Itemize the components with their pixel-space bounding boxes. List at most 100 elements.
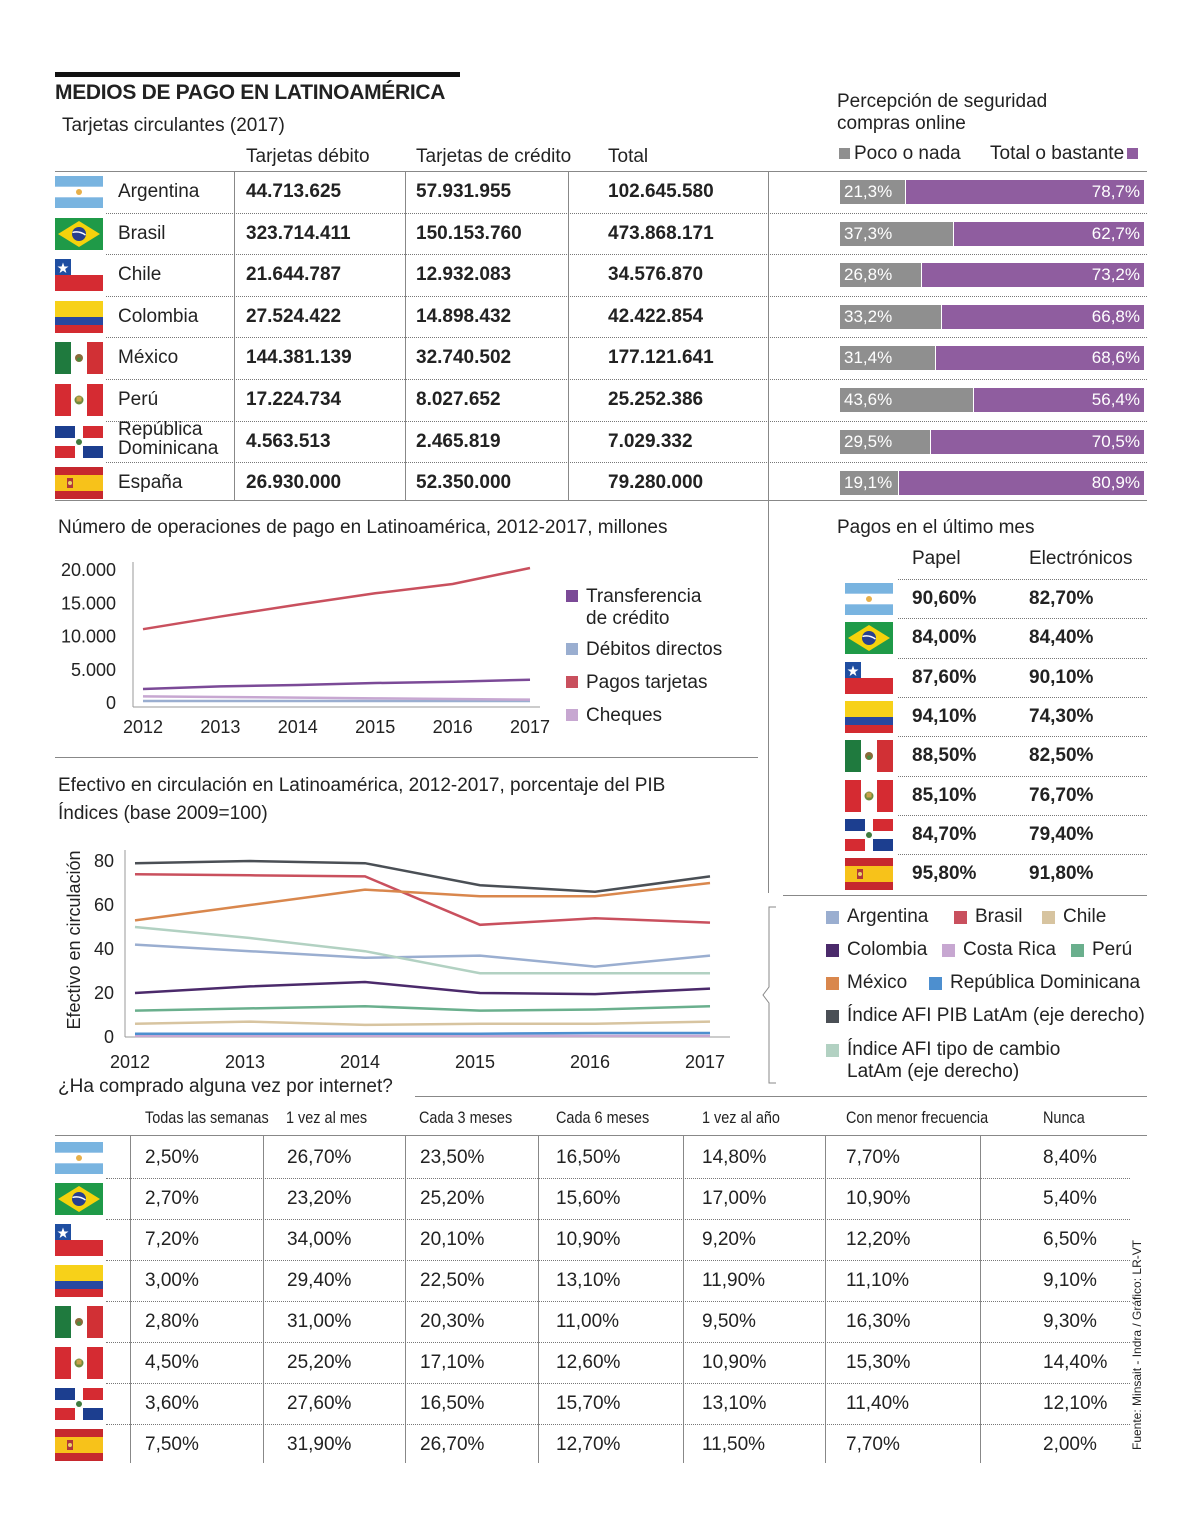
total-value: 473.868.171 (608, 222, 714, 244)
brasil-flag (55, 218, 103, 250)
row-divider (106, 212, 1147, 214)
legend-high-swatch (1127, 148, 1139, 160)
purchases-row-divider (106, 1424, 1130, 1425)
chart2-legend-swatch (929, 977, 942, 990)
chart2-legend-label-line2: LatAm (eje derecho) (847, 1061, 1020, 1082)
chart1-x-tick: 2013 (200, 717, 240, 737)
debit-value: 323.714.411 (246, 222, 351, 244)
chart1-series-line (142, 695, 531, 701)
purchases-cell: 9,30% (1043, 1311, 1097, 1332)
payments-row-divider (898, 736, 1147, 738)
credit-value: 32.740.502 (416, 347, 512, 369)
security-bar-low (840, 346, 935, 371)
chart2-legend-swatch (826, 944, 839, 957)
purchases-col-header: Con menor frecuencia (846, 1108, 989, 1127)
purchases-cell: 2,70% (145, 1188, 199, 1209)
row-divider (106, 337, 1147, 339)
purchases-cell: 20,30% (420, 1311, 485, 1332)
total-value: 7.029.332 (608, 430, 693, 452)
chart2-series-line (134, 859, 711, 894)
electronic-value: 90,10% (1029, 666, 1094, 688)
chart2-legend-label: Costa Rica (963, 939, 1056, 960)
security-high-label: 80,9% (1091, 473, 1140, 493)
chart1-legend-label: de crédito (586, 608, 669, 629)
electronic-value: 74,30% (1029, 705, 1094, 727)
purchases-cell: 20,10% (420, 1229, 485, 1250)
security-low-label: 31,4% (844, 348, 893, 368)
espana-flag (55, 1429, 103, 1461)
row-divider (106, 420, 1147, 422)
purchases-vline (405, 1135, 406, 1463)
chart2-legend-label: Perú (1092, 939, 1133, 960)
security-bar: 31,4% 68,6% (840, 346, 1144, 371)
chart2-legend-swatch (826, 977, 839, 990)
purchases-col-header: Nunca (1043, 1108, 1085, 1127)
electronic-value: 79,40% (1029, 823, 1094, 845)
chart2-legend-swatch (954, 911, 967, 924)
chart1-y-tick: 0 (106, 693, 116, 713)
chart2-subtitle: Índices (base 2009=100) (58, 803, 268, 824)
purchases-cell: 10,90% (556, 1229, 621, 1250)
security-title: Percepción de seguridad compras online (837, 91, 1047, 135)
purchases-col-header: 1 vez al mes (286, 1108, 368, 1127)
chart1-legend-swatch (566, 643, 578, 655)
chart2-legend-label: Colombia (847, 939, 928, 960)
chart2-y-label: Efectivo en circulación (64, 850, 84, 1029)
chart1-series-line (142, 566, 531, 631)
payments-row-divider (898, 618, 1147, 620)
peru-flag (55, 1347, 103, 1379)
purchases-cell: 8,40% (1043, 1147, 1097, 1168)
purchases-vline (980, 1135, 981, 1463)
payments-row-divider (898, 775, 1147, 777)
chart2-legend-label: Argentina (847, 906, 929, 927)
security-title-line2: compras online (837, 113, 966, 134)
purchases-cell: 11,50% (702, 1434, 766, 1455)
security-bar-high (936, 346, 1144, 371)
chart2-legend-item: Costa Rica (942, 939, 1056, 961)
payments-header-electronic: Electrónicos (1029, 548, 1133, 569)
row-divider (106, 295, 1147, 297)
security-bar-low (840, 471, 898, 496)
credit-value: 57.931.955 (416, 181, 512, 202)
country-name: República Dominicana (118, 418, 219, 459)
peru-flag (845, 780, 893, 812)
chart2-series-line (134, 1020, 711, 1027)
country-name: México (118, 347, 179, 369)
argentina-flag (845, 583, 893, 615)
security-bar: 21,3% 78,7% (840, 180, 1144, 204)
chart2-legend-label: República Dominicana (950, 972, 1141, 993)
colombia-flag (55, 301, 103, 333)
chart2-title: Efectivo en circulación en Latinoamérica… (58, 775, 666, 796)
chart2-legend-item: Argentina (826, 906, 928, 928)
debit-value: 144.381.139 (246, 347, 352, 369)
security-bar-high (922, 263, 1144, 288)
cards-top-rule (55, 171, 1147, 172)
chart2-legend-item: Índice AFI tipo de cambio LatAm (eje dere… (826, 1039, 1060, 1083)
chart1-legend-label: Débitos directos (586, 639, 722, 660)
purchases-cell: 3,60% (145, 1393, 199, 1414)
purchases-cell: 2,00% (1043, 1434, 1097, 1455)
payments-row-divider (898, 814, 1147, 816)
purchases-title: ¿Ha comprado alguna vez por internet? (58, 1076, 393, 1097)
chart2-svg: Efectivo en circulación 80 60 40 20 0 2012 2013… (64, 850, 730, 1072)
purchases-top-rule (415, 1096, 1147, 1097)
security-bar-high (954, 221, 1144, 246)
security-high-label: 62,7% (1091, 223, 1140, 243)
mexico-flag (55, 342, 103, 374)
purchases-vline (825, 1135, 826, 1463)
paper-value: 85,10% (912, 784, 977, 806)
electronic-value: 82,50% (1029, 745, 1094, 767)
peru-flag (55, 384, 103, 416)
purchases-cell: 14,80% (702, 1147, 767, 1168)
chart1-svg: 20.000 15.000 10.000 5.000 0 2012 2013 2014 2015… (61, 560, 722, 737)
chart1-title: Número de operaciones de pago en Latinoa… (58, 517, 668, 538)
country-name: Perú (118, 389, 159, 410)
security-bar-low (840, 388, 973, 412)
cards-vline-4 (768, 171, 769, 893)
paper-value: 88,50% (912, 745, 977, 767)
chart2-series-line (134, 943, 711, 968)
chart2-x-tick: 2014 (340, 1052, 380, 1072)
cards-bottom-rule (55, 500, 1147, 501)
purchases-row-divider (106, 1178, 1130, 1179)
row-divider (106, 254, 1147, 256)
